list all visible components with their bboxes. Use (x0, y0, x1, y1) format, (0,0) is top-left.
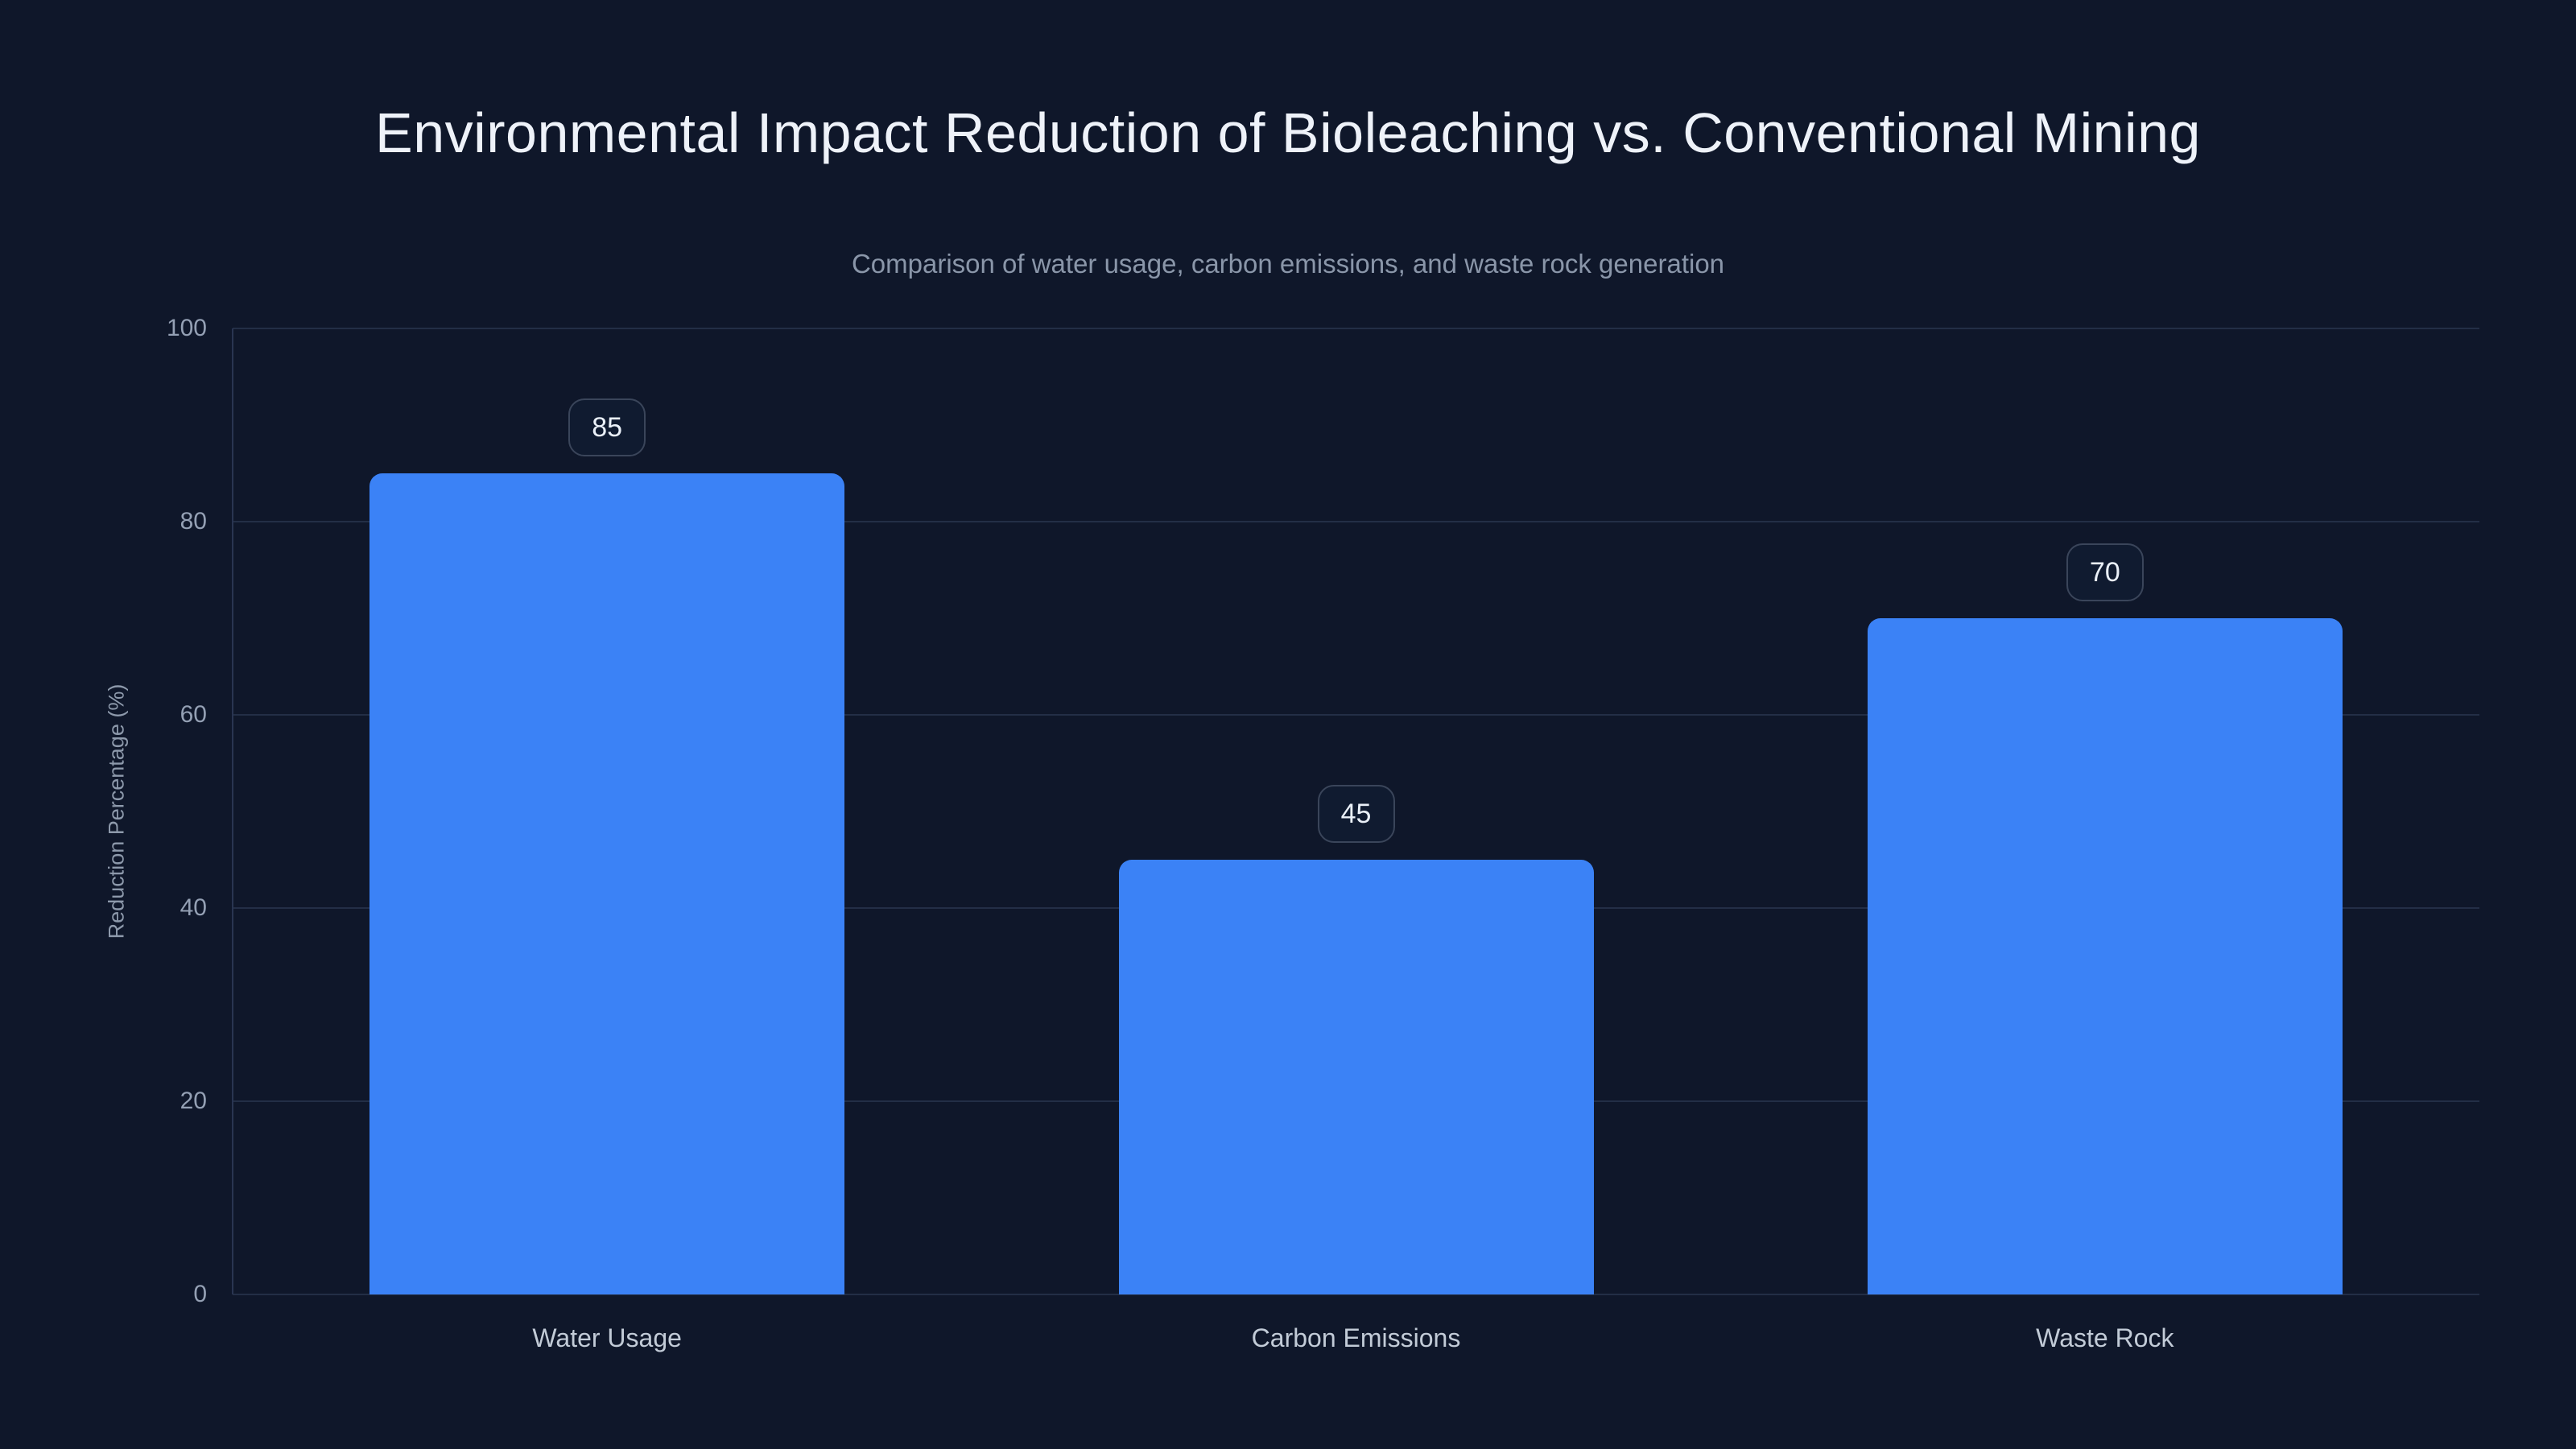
y-tick-label-40: 40 (180, 894, 207, 921)
y-tick-label-100: 100 (166, 315, 207, 341)
value-badge-carbon-emissions: 45 (1317, 785, 1395, 843)
gridline-100 (233, 328, 2479, 329)
gridline-0 (233, 1294, 2479, 1295)
y-tick-label-80: 80 (180, 508, 207, 535)
chart-title: Environmental Impact Reduction of Biolea… (375, 101, 2201, 164)
bar-waste-rock (1867, 618, 2343, 1294)
y-tick-label-60: 60 (180, 701, 207, 728)
value-badge-water-usage: 85 (568, 398, 646, 456)
chart-subtitle: Comparison of water usage, carbon emissi… (851, 249, 1725, 279)
y-tick-label-20: 20 (180, 1088, 207, 1114)
bar-water-usage (369, 473, 845, 1294)
value-badge-waste-rock: 70 (2066, 543, 2144, 601)
x-category-label-water-usage: Water Usage (532, 1323, 682, 1352)
x-category-label-waste-rock: Waste Rock (2036, 1323, 2174, 1352)
y-tick-label-0: 0 (193, 1281, 207, 1307)
y-axis-title: Reduction Percentage (%) (104, 683, 129, 939)
x-category-label-carbon-emissions: Carbon Emissions (1251, 1323, 1461, 1352)
gridline-60 (233, 714, 2479, 716)
bar-carbon-emissions (1118, 860, 1594, 1294)
gridline-80 (233, 521, 2479, 522)
y-axis-line (232, 328, 233, 1294)
